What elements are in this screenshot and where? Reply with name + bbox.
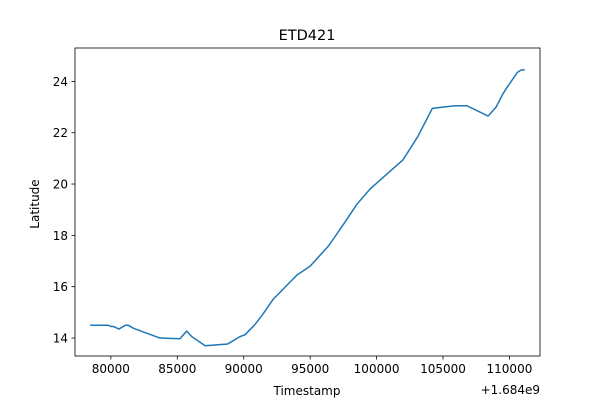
x-tick-label: 105000 (420, 362, 466, 376)
x-tick-label: 110000 (487, 362, 533, 376)
series-line (90, 69, 525, 347)
x-tick-label: 95000 (291, 362, 329, 376)
y-tick-label: 14 (53, 332, 68, 346)
x-tick-label: 85000 (158, 362, 196, 376)
x-tick-label: 80000 (92, 362, 130, 376)
x-tick-label: 100000 (354, 362, 400, 376)
chart-title: ETD421 (279, 28, 336, 44)
y-tick-label: 20 (53, 178, 68, 192)
x-tick-label: 90000 (225, 362, 263, 376)
y-axis-label: Latitude (28, 179, 42, 228)
plot-frame (74, 47, 541, 357)
y-tick-label: 24 (53, 75, 68, 89)
y-tick-label: 16 (53, 280, 68, 294)
y-tick-label: 22 (53, 126, 68, 140)
y-tick-label: 18 (53, 229, 68, 243)
x-axis-label: Timestamp (273, 384, 341, 398)
x-axis-offset-label: +1.684e9 (481, 383, 540, 397)
plot-area: 80000 85000 90000 95000 100000 105000 110000 14… (53, 47, 541, 376)
